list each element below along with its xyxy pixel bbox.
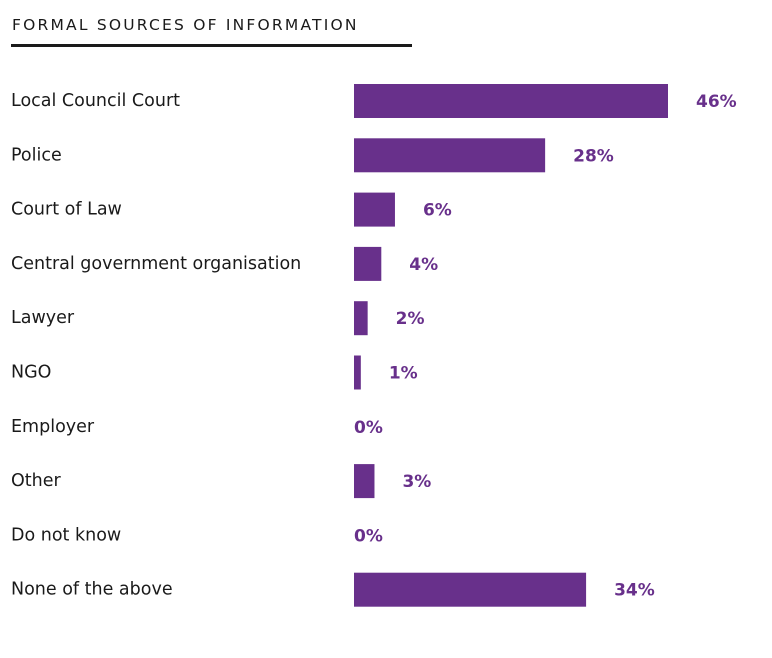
bar (354, 246, 382, 281)
category-label: None of the above (11, 580, 173, 600)
bar (354, 464, 375, 499)
value-label: 0% (354, 418, 383, 438)
value-label: 6% (423, 201, 452, 221)
title-underline (11, 44, 412, 47)
category-label: Do not know (11, 525, 121, 545)
bar (354, 572, 587, 607)
bar (354, 192, 395, 227)
value-label: 28% (573, 146, 614, 166)
category-label: NGO (11, 363, 51, 383)
category-label: Local Council Court (11, 91, 180, 111)
category-label: Other (11, 471, 61, 491)
category-label: Central government organisation (11, 254, 301, 274)
value-label: 2% (396, 309, 425, 329)
value-label: 4% (409, 255, 438, 275)
bar (354, 301, 368, 336)
category-label: Police (11, 145, 62, 165)
value-label: 3% (402, 472, 431, 492)
value-label: 0% (354, 526, 383, 546)
category-label: Employer (11, 417, 95, 437)
bar (354, 355, 361, 390)
value-label: 34% (614, 581, 655, 601)
value-label: 46% (696, 92, 737, 112)
category-label: Court of Law (11, 200, 122, 220)
value-label: 1% (389, 364, 418, 384)
bar (354, 138, 546, 173)
category-label: Lawyer (11, 308, 75, 328)
bar (354, 84, 668, 118)
chart-title: FORMAL SOURCES OF INFORMATION (12, 16, 359, 34)
